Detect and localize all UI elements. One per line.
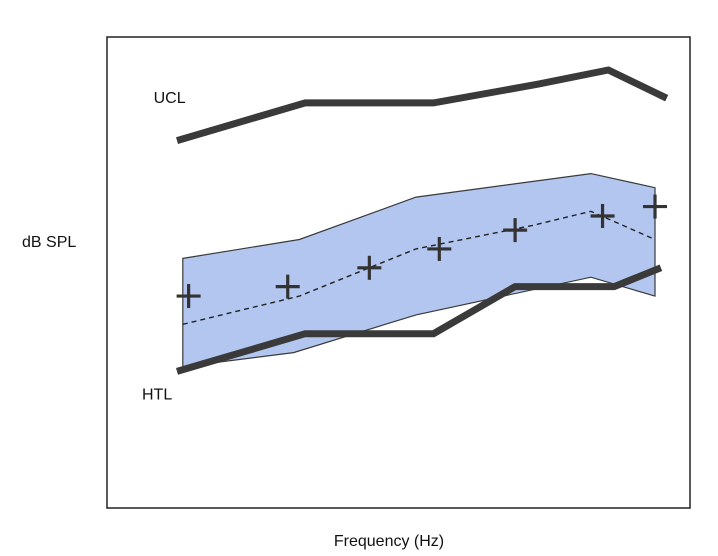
series-line-htl bbox=[176, 264, 663, 375]
band-layer bbox=[182, 172, 656, 368]
plus-marker bbox=[427, 236, 452, 261]
marker-layer bbox=[176, 194, 668, 309]
y-axis-label: dB SPL bbox=[22, 234, 76, 251]
normal-range-band bbox=[182, 172, 656, 368]
series-label-htl: HTL bbox=[142, 387, 172, 404]
x-axis-label: Frequency (Hz) bbox=[334, 533, 444, 550]
plus-marker bbox=[503, 218, 528, 243]
plus-marker bbox=[275, 274, 300, 299]
series-line-ucl bbox=[176, 66, 669, 144]
plus-marker bbox=[643, 194, 668, 219]
plus-marker bbox=[176, 284, 201, 309]
plus-marker bbox=[357, 255, 382, 280]
plus-marker bbox=[590, 203, 615, 228]
annotation-layer: UCL HTL bbox=[142, 90, 186, 404]
series-label-ucl: UCL bbox=[154, 90, 186, 107]
